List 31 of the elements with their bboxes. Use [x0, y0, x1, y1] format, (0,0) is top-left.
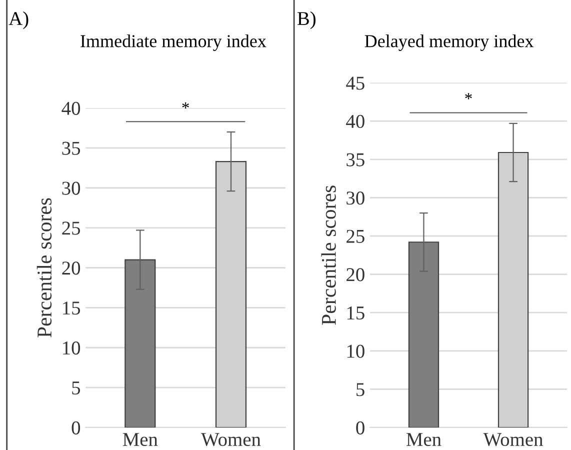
y-tick-label: 35 — [62, 142, 80, 155]
y-tick-label: 10 — [63, 341, 80, 355]
x-tick-label: Women — [483, 433, 543, 446]
annotation: * — [465, 93, 472, 100]
y-tick-label: 30 — [346, 192, 364, 205]
y-tick-label: 0 — [72, 421, 80, 434]
annotation: * — [182, 102, 189, 108]
x-tick-label: Men — [406, 433, 442, 446]
x-tick-label: Men — [122, 433, 158, 446]
chart-title: Delayed memory index — [364, 34, 534, 51]
y-tick-label: 35 — [346, 153, 364, 166]
y-tick-label: 45 — [346, 76, 364, 90]
y-tick-label: 5 — [356, 383, 364, 396]
chart-title: Immediate memory index — [80, 34, 266, 51]
text: A) — [8, 11, 28, 30]
y-tick-label: 20 — [346, 268, 364, 282]
y-tick-label: 15 — [347, 306, 364, 320]
y-tick-label: 25 — [62, 222, 80, 235]
y-axis-title: Percentile scores — [321, 186, 336, 325]
x-tick-label: Women — [201, 433, 261, 446]
y-axis-title: Percentile scores — [36, 198, 52, 338]
y-tick-label: 25 — [346, 230, 364, 243]
y-tick-label: 20 — [62, 262, 80, 275]
y-tick-label: 5 — [72, 382, 80, 394]
y-tick-label: 10 — [347, 344, 364, 358]
y-tick-label: 40 — [346, 114, 364, 128]
y-tick-label: 30 — [62, 182, 80, 195]
y-tick-label: 15 — [63, 302, 80, 315]
y-tick-label: 0 — [356, 421, 364, 434]
text: B) — [297, 11, 316, 30]
y-tick-label: 40 — [62, 102, 80, 115]
